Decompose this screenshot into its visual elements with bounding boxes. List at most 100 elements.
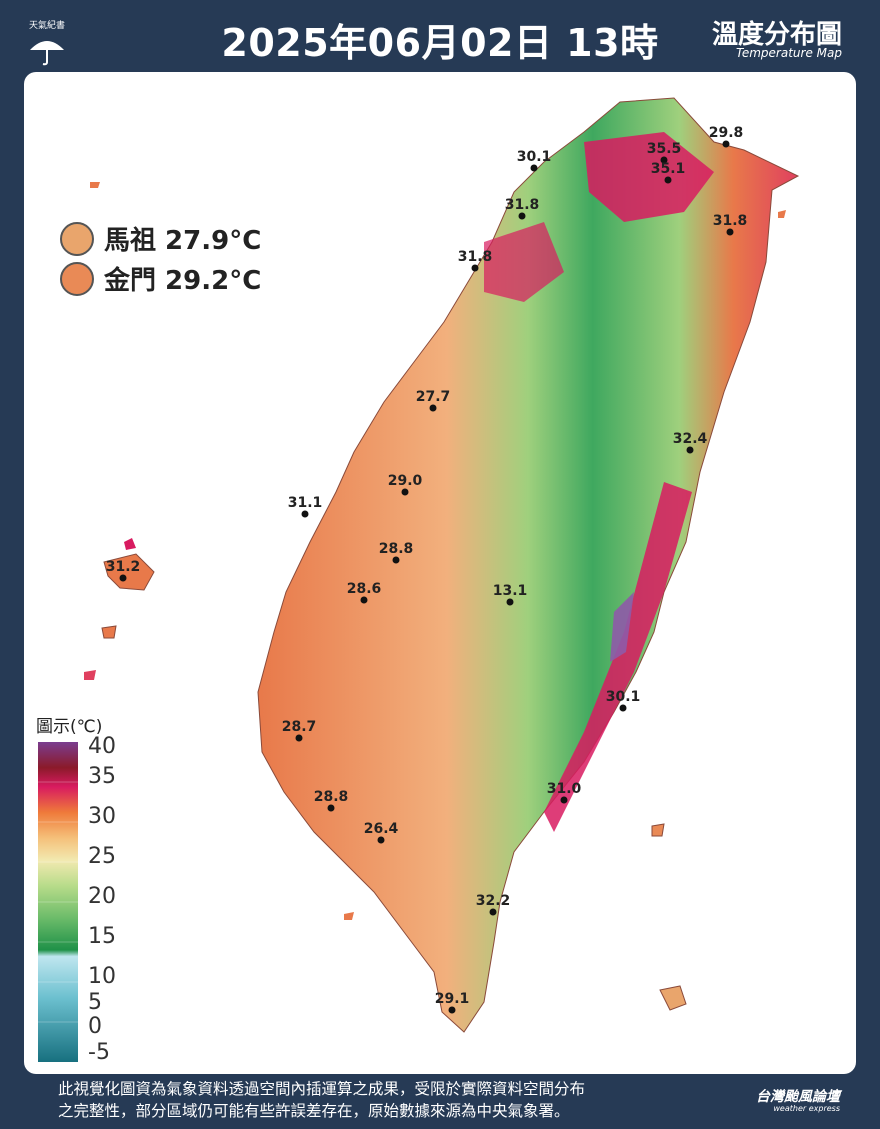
map-title: 溫度分布圖 [711,20,842,50]
station-dot [392,556,400,564]
penghu-islands [103,553,155,591]
station-label: 35.5 [647,141,682,157]
station-label: 31.0 [547,781,582,797]
station-dot [301,510,309,518]
taipei-hotspot [584,132,714,222]
legend-tick: 20 [88,884,116,909]
disclaimer-line: 之完整性，部分區域仍可能有些許誤差存在，原始數據來源為中央氣象署。 [58,1102,570,1120]
taoyuan-hotspot [484,222,564,302]
station-dot [119,574,127,582]
station-marker: 28.6 [347,581,382,604]
station-marker: 30.1 [517,149,552,172]
kinmen-text: 金門 29.2°C [104,266,262,296]
station-marker: 31.8 [713,213,748,236]
station-label: 30.1 [517,149,552,165]
station-dot [660,156,668,164]
legend-tick: 0 [88,1014,102,1039]
station-marker: 27.7 [416,389,451,412]
station-dot [489,908,497,916]
station-dot [377,836,385,844]
station-marker: 26.4 [364,821,399,844]
station-label: 27.7 [416,389,451,405]
station-marker: 29.8 [709,125,744,148]
station-marker: 28.8 [314,789,349,812]
station-marker: 28.7 [282,719,317,742]
station-dot [327,804,335,812]
page-title: 2025年06月02日 13時 [221,21,659,65]
station-dot [518,212,526,220]
legend-tick: 30 [88,804,116,829]
map-panel: 29.8 35.5 35.1 30.1 31.8 31.8 31.8 27.7 32.4 29.0… [24,72,856,1074]
station-dot [560,796,568,804]
legend-tick: 10 [88,964,116,989]
station-dot [664,176,672,184]
station-marker: 31.0 [547,781,582,804]
brand-name: 台灣颱風論壇 [756,1089,840,1105]
station-label: 35.1 [651,161,686,177]
matsu-dot [60,221,94,256]
station-label: 28.8 [314,789,349,805]
station-dot [530,164,538,172]
station-label: 28.7 [282,719,317,735]
station-label: 29.1 [435,991,470,1007]
station-marker: 31.2 [106,559,141,582]
green-island [651,823,665,837]
matsu-text: 馬祖 27.9°C [104,226,262,256]
station-marker: 32.2 [476,893,511,916]
station-label: 28.8 [379,541,414,557]
station-label: 31.8 [505,197,540,213]
legend-tick: 25 [88,844,116,869]
station-dot [429,404,437,412]
map-subtitle: Temperature Map [736,46,842,60]
station-marker: 31.8 [458,249,493,272]
station-marker: 32.4 [673,431,708,454]
disclaimer: 此視覺化圖資為氣象資料透過空間內插運算之成果，受限於實際資料空間分布 之完整性，… [58,1078,718,1122]
station-dot [619,704,627,712]
station-marker: 13.1 [493,583,528,606]
station-marker: 28.8 [379,541,414,564]
station-label: 31.8 [713,213,748,229]
station-label: 28.6 [347,581,382,597]
header: 天氣紀書 2025年06月02日 13時 溫度分布圖 Temperature M… [0,0,880,72]
station-dot [686,446,694,454]
station-label: 29.8 [709,125,744,141]
matsu-label: 馬祖 27.9°C [60,220,261,257]
station-marker: 29.0 [388,473,423,496]
station-marker: 35.5 [647,141,682,164]
logo: 天氣紀書 [22,20,72,66]
legend: 圖示(℃) 40 35 30 25 20 15 10 5 0 -5 [34,712,154,1072]
station-marker: 30.1 [606,689,641,712]
station-marker: 31.1 [288,495,323,518]
station-marker: 29.1 [435,991,470,1014]
legend-tick: 40 [88,734,116,759]
station-label: 26.4 [364,821,399,837]
station-dot [295,734,303,742]
station-dot [471,264,479,272]
temperature-map: 29.8 35.5 35.1 30.1 31.8 31.8 31.8 27.7 32.4 29.0… [84,97,800,1033]
station-dot [401,488,409,496]
legend-tick: 5 [88,990,102,1015]
station-label: 13.1 [493,583,528,599]
brand-sub: weather express [773,1104,840,1113]
station-label: 32.2 [476,893,511,909]
brand: 台灣颱風論壇 weather express [756,1086,840,1113]
station-label: 31.1 [288,495,323,511]
umbrella-icon [30,41,64,66]
legend-tick: 15 [88,924,116,949]
kinmen-label: 金門 29.2°C [60,260,261,297]
legend-tick: -5 [88,1040,110,1065]
legend-color-bar [38,742,78,1062]
station-label: 32.4 [673,431,708,447]
station-label: 31.8 [458,249,493,265]
station-label: 29.0 [388,473,423,489]
east-hotspot-purple [610,592,634,662]
station-dot [448,1006,456,1014]
taiwan-island [257,97,800,1033]
kinmen-dot [60,261,94,296]
station-dot [506,598,514,606]
logo-text: 天氣紀書 [28,21,65,31]
station-label: 31.2 [106,559,141,575]
station-dot [726,228,734,236]
legend-title: 圖示(℃) [36,717,103,737]
station-label: 30.1 [606,689,641,705]
